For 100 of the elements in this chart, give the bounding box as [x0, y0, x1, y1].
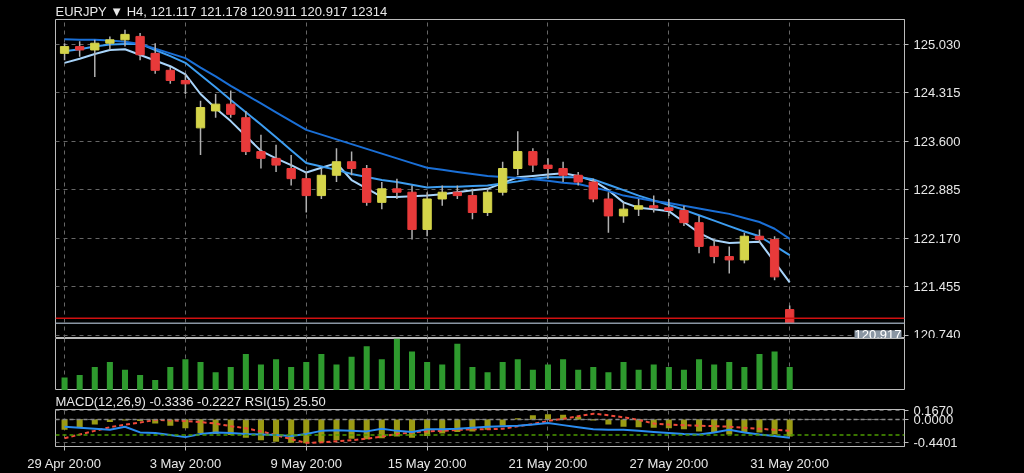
bar: [152, 380, 159, 390]
bar: [303, 361, 310, 390]
x-tick-label: 21 May 20:00: [508, 455, 588, 471]
candlestick: [739, 232, 750, 265]
candlestick: [513, 130, 523, 177]
bar: [650, 364, 657, 390]
bar: [756, 354, 763, 390]
bar: [484, 372, 491, 390]
candlestick: [664, 198, 674, 217]
bar: [91, 367, 98, 390]
bar: [378, 359, 385, 390]
x-tick-label: 29 Apr 20:00: [27, 455, 102, 471]
y-tick-label: 124.315: [913, 85, 961, 101]
candlestick: [543, 157, 553, 180]
bar: [76, 374, 83, 390]
candlestick: [482, 188, 493, 217]
bar: [167, 367, 174, 390]
bar: [741, 367, 748, 390]
bar: [348, 356, 355, 390]
candlestick: [467, 188, 478, 221]
candlestick: [210, 93, 221, 119]
candlestick: [392, 177, 402, 200]
bar: [696, 359, 703, 390]
y-tick-label: 121.455: [913, 279, 961, 295]
bar: [439, 364, 446, 390]
chart-title: MACD(12,26,9) -0.3336 -0.2227 RSI(15) 25.50: [55, 393, 326, 409]
candlestick: [498, 160, 508, 197]
bar: [575, 369, 582, 390]
bar: [529, 369, 536, 390]
candlestick: [316, 167, 327, 200]
bar: [560, 359, 567, 390]
candlestick: [135, 32, 145, 61]
bar: [363, 346, 370, 390]
bar: [212, 372, 219, 390]
bar: [197, 361, 204, 390]
candlestick: [603, 191, 614, 234]
bar: [469, 367, 476, 390]
bar: [786, 367, 793, 390]
candlestick: [679, 205, 689, 227]
y-tick-label: 122.885: [913, 182, 961, 198]
candlestick: [90, 39, 100, 78]
bar: [393, 338, 400, 390]
candlestick: [195, 100, 206, 156]
bar: [121, 369, 129, 390]
candlestick: [180, 72, 191, 95]
bar: [242, 354, 249, 390]
candlestick: [346, 150, 357, 177]
candlestick: [618, 201, 629, 224]
candlestick: [709, 238, 719, 265]
candlestick: [226, 89, 236, 119]
candlestick: [301, 171, 311, 214]
bar: [771, 351, 778, 390]
candlestick: [286, 154, 296, 187]
y-tick-label: 125.030: [913, 37, 961, 53]
y-tick-label: 123.600: [913, 133, 961, 149]
line-series: [63, 422, 791, 439]
candlestick: [256, 133, 266, 170]
bar: [605, 372, 612, 390]
x-tick-label: 15 May 20:00: [387, 455, 467, 471]
x-tick-label: 31 May 20:00: [750, 455, 830, 471]
x-tick-label: 9 May 20:00: [270, 455, 343, 471]
bar: [499, 361, 506, 390]
candlestick: [558, 160, 568, 183]
x-tick-label: 27 May 20:00: [629, 455, 709, 471]
bar: [333, 364, 340, 390]
bar: [665, 367, 672, 390]
bar: [620, 361, 627, 390]
candlestick: [528, 147, 538, 173]
y-tick-label: 120.740: [913, 326, 961, 342]
candlestick: [588, 177, 598, 204]
candlestick: [694, 215, 704, 254]
chart-title: EURJPY ▼ H4, 121.117 121.178 120.911 120.917 12314: [55, 3, 388, 19]
bar: [288, 367, 295, 390]
bar: [711, 364, 718, 390]
candlestick: [437, 184, 447, 207]
bar: [454, 343, 461, 390]
bar: [273, 359, 280, 390]
bar: [590, 367, 597, 390]
bar: [61, 377, 68, 390]
bar: [514, 359, 521, 390]
candlestick: [724, 245, 734, 275]
candlestick: [271, 144, 281, 173]
y-tick-label: 122.170: [913, 230, 961, 246]
bar: [635, 369, 642, 390]
bar: [424, 361, 431, 390]
bar: [257, 364, 264, 390]
candlestick: [331, 147, 342, 183]
candlestick: [377, 181, 387, 210]
x-tick-label: 3 May 20:00: [149, 455, 222, 471]
bar: [106, 361, 113, 390]
y-tick-label: -0.4401: [913, 434, 958, 450]
bar: [680, 369, 687, 390]
bar: [726, 361, 733, 390]
bar: [318, 354, 325, 390]
bar: [227, 367, 234, 390]
candlestick: [105, 35, 115, 51]
bar: [544, 364, 551, 390]
bar: [409, 351, 416, 390]
bar: [137, 374, 144, 390]
bar: [182, 359, 189, 390]
